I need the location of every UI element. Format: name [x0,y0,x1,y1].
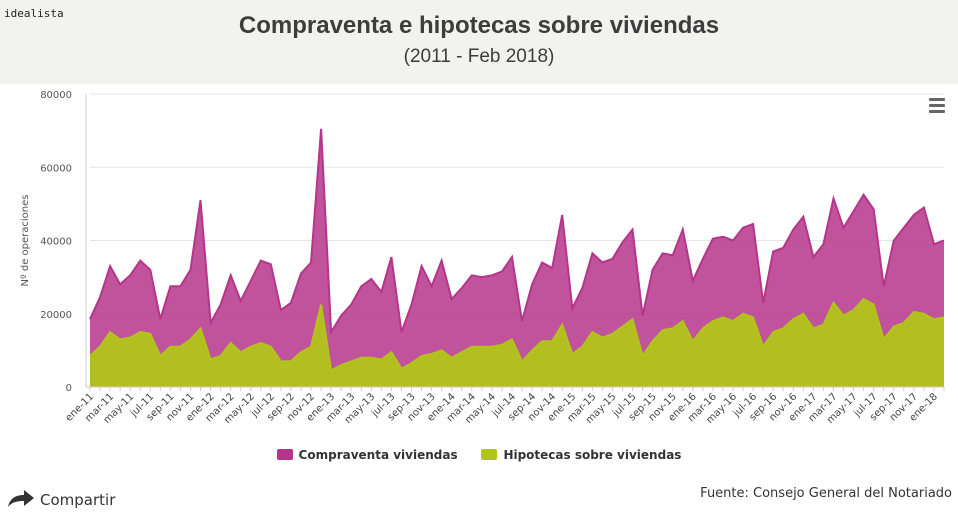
y-tick-label: 0 [66,383,72,394]
series-line-0 [89,128,945,336]
y-axis: 0 20000 40000 60000 80000 [40,90,87,394]
share-button[interactable]: Compartir [6,488,115,509]
hamburger-menu-icon[interactable] [926,96,948,114]
legend-swatch-hipotecas [481,449,498,460]
source-note: Fuente: Consejo General del Notariado [700,486,952,501]
chart-title: Compraventa e hipotecas sobre viviendas [238,12,720,39]
y-axis-title: Nº de operaciones [20,194,31,286]
legend-swatch-compraventa [276,449,293,460]
legend-item-hipotecas[interactable]: Hipotecas sobre viviendas [481,448,681,462]
share-arrow-icon [8,490,34,507]
area-chart: ene-11mar-11may-11jul-11sep-11nov-11ene-… [20,90,945,426]
y-tick-label: 80000 [40,90,72,101]
brand-logo: idealista [4,7,64,20]
y-tick-label: 40000 [40,237,72,248]
series-areas [89,128,945,388]
y-tick-label: 20000 [40,310,72,321]
chart-subtitle: (2011 - Feb 2018) [403,46,555,67]
chart-header: idealista Compraventa e hipotecas sobre … [0,0,958,84]
chart-legend: Compraventa viviendas Hipotecas sobre vi… [0,448,958,462]
legend-label-compraventa: Compraventa viviendas [298,448,458,462]
y-tick-label: 60000 [40,163,72,174]
x-axis: ene-11mar-11may-11jul-11sep-11nov-11ene-… [64,386,945,426]
series-line-1 [89,297,945,373]
legend-label-hipotecas: Hipotecas sobre viviendas [503,448,682,462]
legend-item-compraventa[interactable]: Compraventa viviendas [276,448,458,462]
share-label: Compartir [40,491,116,509]
